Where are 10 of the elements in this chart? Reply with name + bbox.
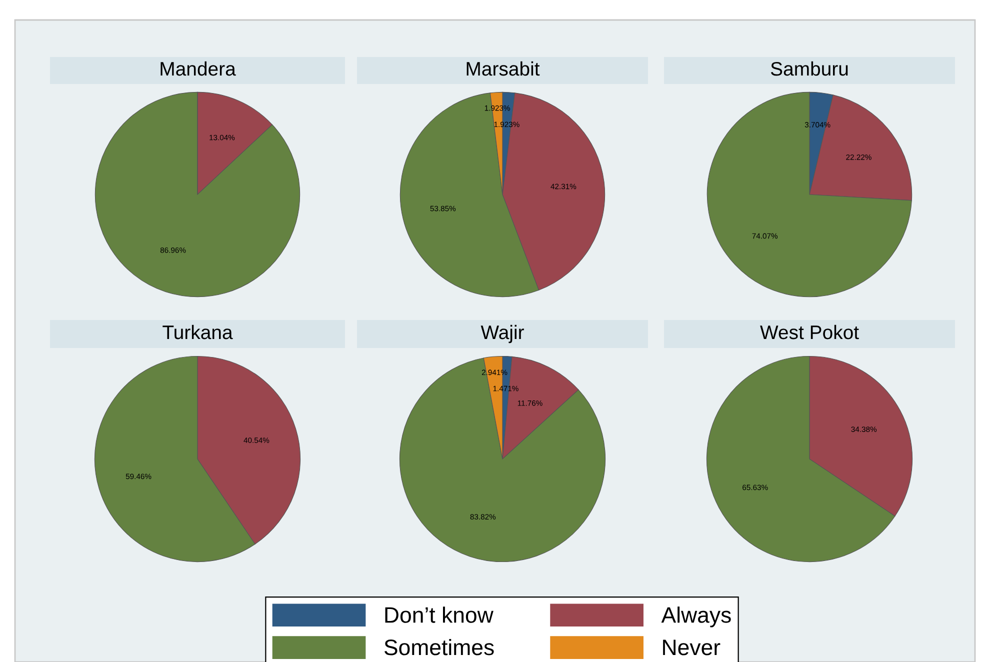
legend-label: Don’t know: [385, 606, 494, 623]
chart-title: Turkana: [162, 324, 233, 340]
chart-title: West Pokot: [760, 324, 859, 340]
legend-label: Never: [663, 640, 720, 656]
chart-title: Wajir: [480, 324, 524, 344]
legend-label: Sometimes: [384, 638, 494, 656]
chart-title: Marsabit: [466, 61, 540, 76]
legend-label: Always: [661, 606, 731, 628]
chart-title: Mandera: [160, 61, 236, 76]
chart-title: Samburu: [770, 61, 848, 76]
